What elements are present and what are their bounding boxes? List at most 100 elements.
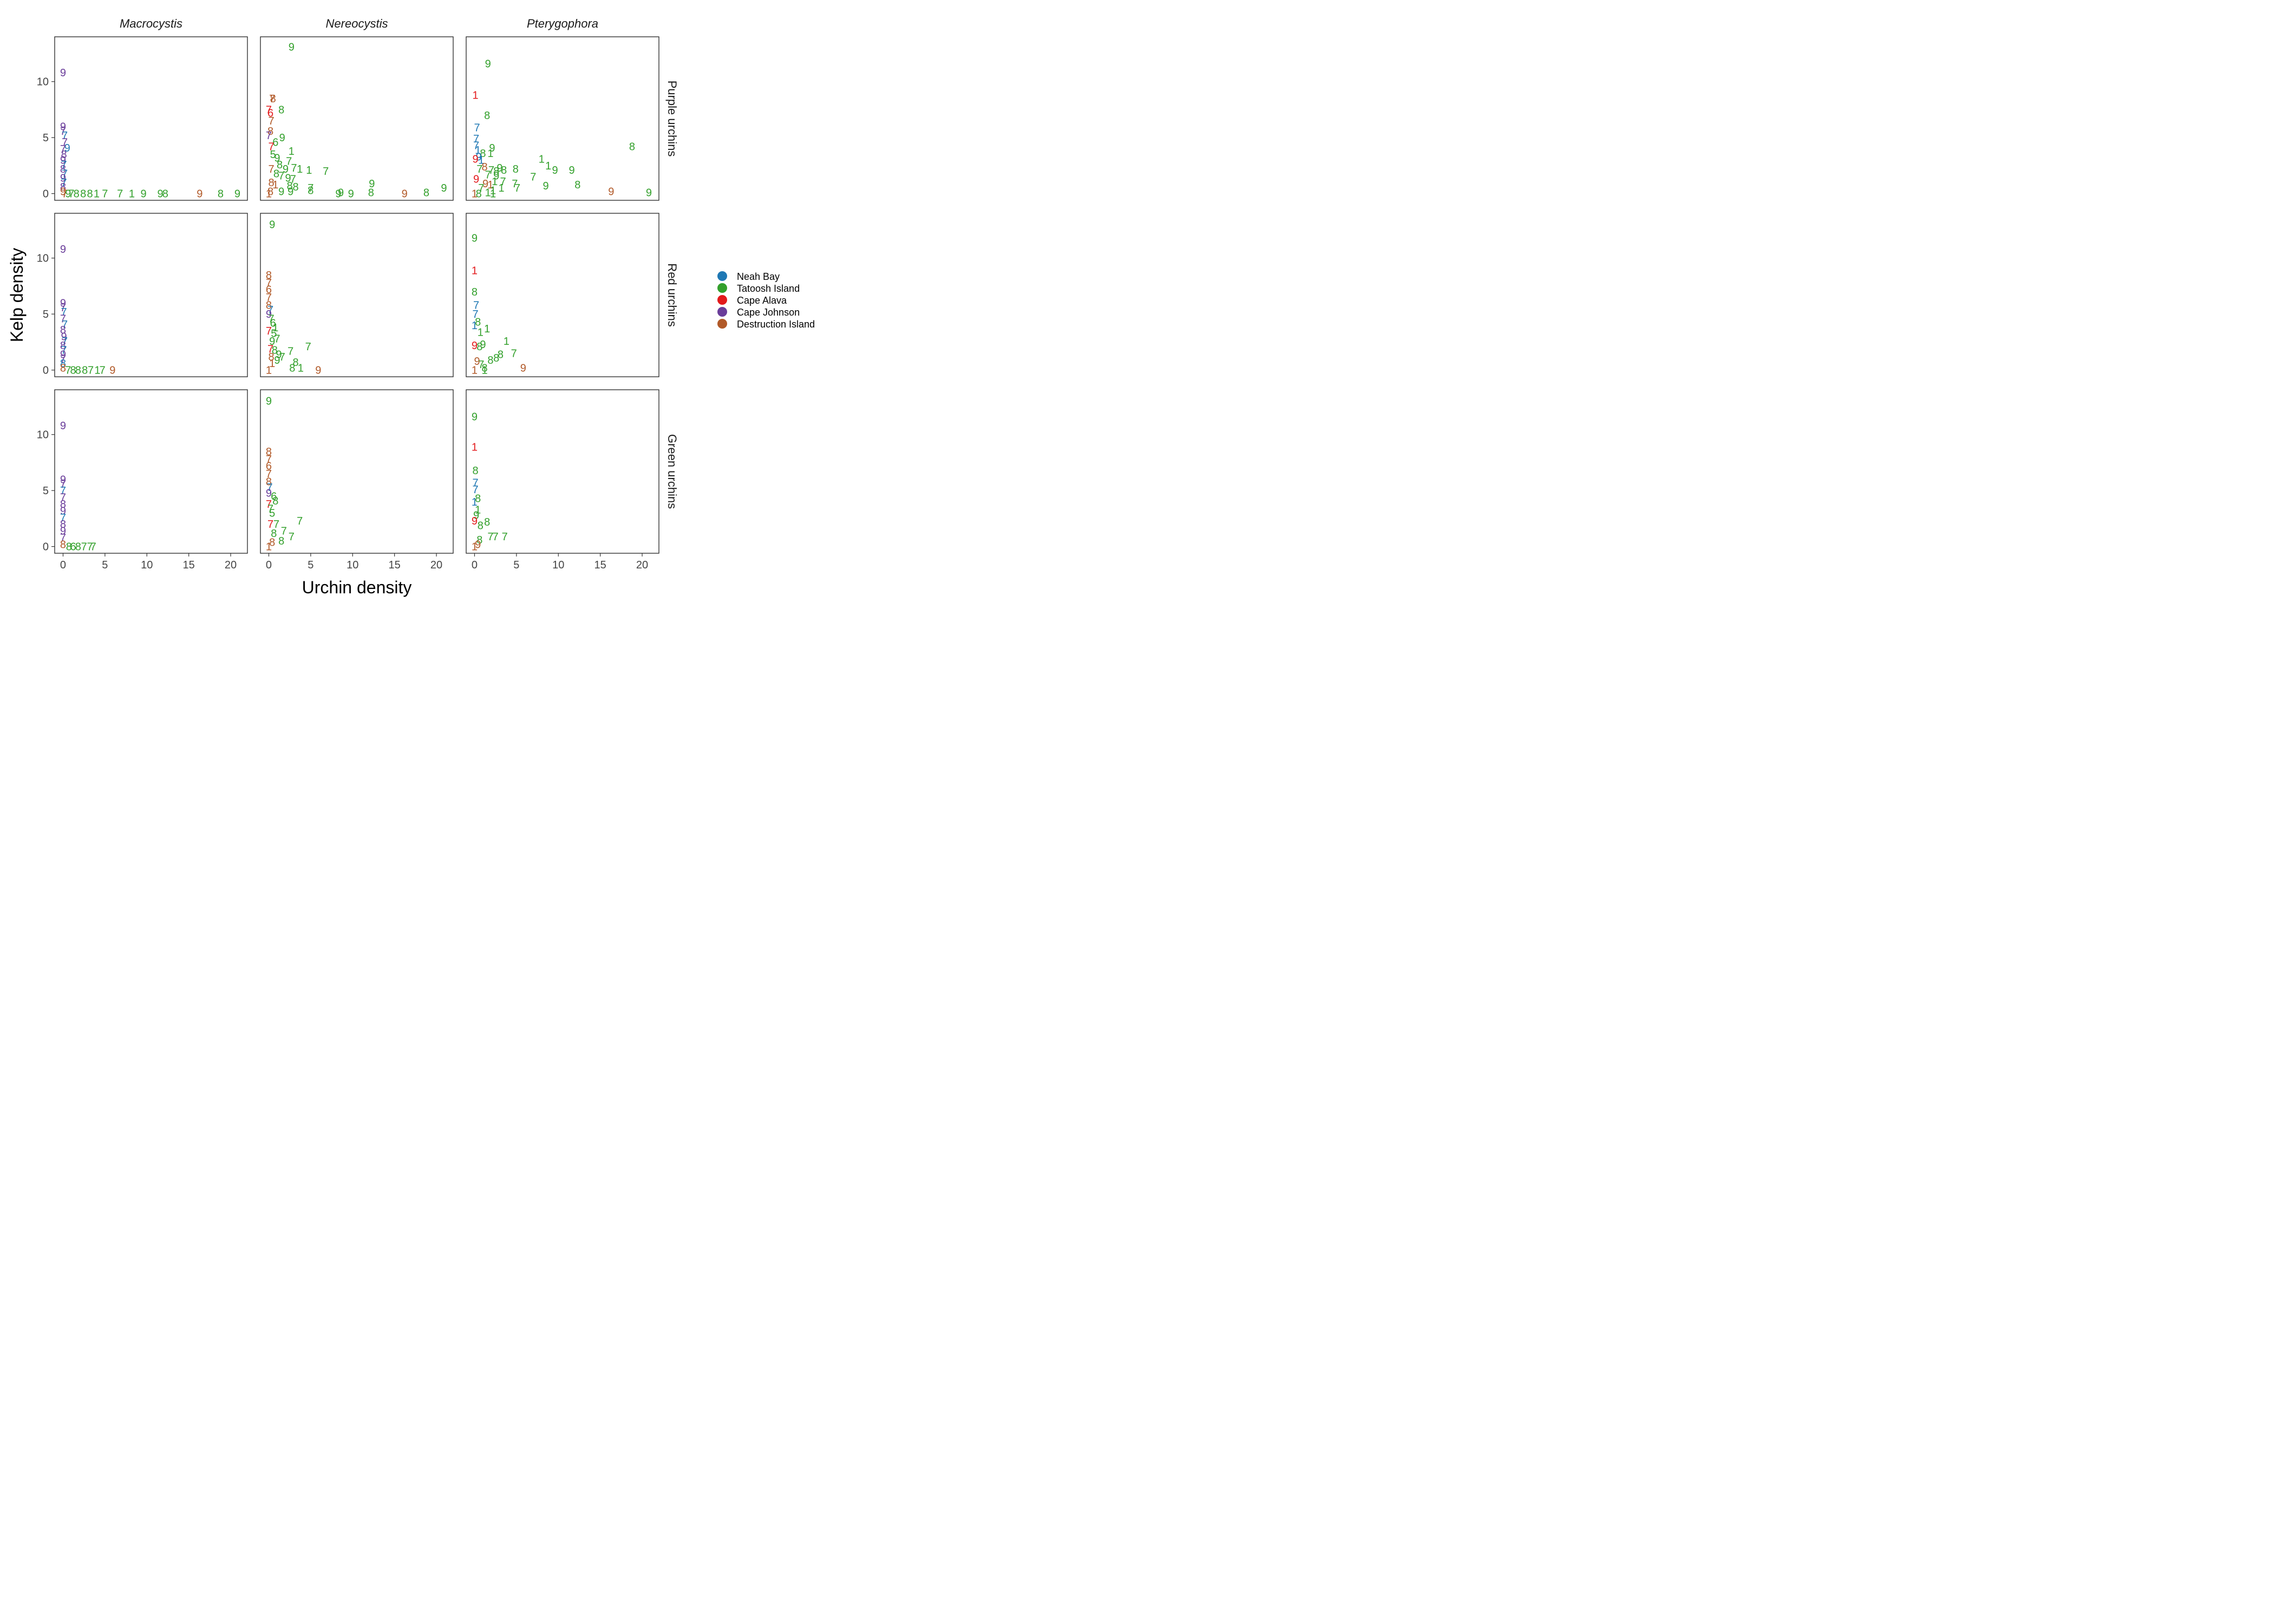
data-point-label: 8	[60, 358, 66, 370]
data-point-label: 7	[289, 531, 295, 543]
data-point-label: 7	[102, 188, 108, 200]
data-point-label: 9	[472, 233, 478, 245]
data-point-label: 8	[70, 365, 76, 377]
data-point-label: 1	[94, 188, 100, 200]
col-facet-label-nereocystis: Nereocystis	[326, 17, 388, 30]
data-point-label: 5	[271, 328, 277, 339]
data-point-label: 7	[473, 140, 479, 152]
data-point-label: 7	[266, 482, 272, 494]
legend-label-cape-alava: Cape Alava	[737, 295, 787, 306]
data-point-label: 6	[70, 541, 76, 553]
data-point-label: 9	[60, 186, 66, 198]
data-point-label: 9	[266, 396, 272, 408]
data-point-label: 7	[100, 365, 106, 377]
data-point-label: 7	[62, 319, 68, 331]
data-point-label: 7	[266, 130, 272, 142]
data-point-label: 7	[474, 122, 480, 134]
data-point-label: 1	[298, 362, 304, 374]
legend-key-cape-alava	[717, 295, 727, 305]
data-point-label: 8	[267, 126, 273, 137]
data-point-label: 1	[472, 541, 478, 553]
data-point-label: 9	[278, 186, 284, 198]
data-point-label: 9	[369, 178, 375, 190]
data-point-label: 7	[473, 133, 479, 145]
data-point-label: 9	[60, 244, 66, 256]
legend-item-neah-bay: Neah Bay	[717, 271, 780, 282]
data-point-label: 9	[480, 339, 486, 351]
data-point-label: 9	[472, 153, 478, 165]
data-point-label: 9	[60, 67, 66, 79]
data-point-label: 1	[472, 365, 478, 377]
data-point-label: 7	[60, 143, 66, 155]
data-point-label: 7	[487, 531, 493, 543]
data-point-label: 9	[269, 219, 275, 231]
data-point-label: 7	[88, 365, 94, 377]
data-point-label: 7	[60, 532, 66, 544]
data-point-label: 8	[60, 163, 66, 175]
data-point-label: 9	[441, 182, 447, 194]
data-point-label: 7	[511, 348, 517, 360]
data-point-label: 7	[61, 177, 67, 189]
data-point-label: 8	[267, 186, 273, 198]
data-point-label: 8	[269, 351, 275, 363]
data-point-label: 8	[272, 495, 278, 507]
data-point-label: 9	[485, 58, 491, 70]
data-point-label: 7	[60, 492, 66, 504]
data-point-label: 9	[474, 356, 480, 368]
data-point-label: 7	[60, 512, 66, 524]
legend-label-destruction-island: Destruction Island	[737, 319, 815, 330]
data-point-label: 7	[478, 359, 484, 371]
data-point-label: 7	[61, 344, 67, 356]
data-point-label: 8	[292, 357, 298, 369]
data-point-label: 1	[269, 358, 275, 370]
data-point-label: 7	[323, 166, 329, 178]
data-point-label: 9	[496, 162, 502, 174]
legend: Neah Bay Tatoosh Island Cape Alava Cape …	[717, 271, 815, 330]
data-point-label: 9	[315, 365, 321, 377]
data-point-label: 1	[492, 176, 498, 188]
data-point-label: 8	[266, 300, 272, 312]
data-point-label: 9	[157, 188, 163, 200]
data-point-label: 7	[65, 365, 71, 377]
data-point-label: 6	[266, 461, 272, 473]
x-axis-title: Urchin density	[302, 578, 412, 597]
data-point-label: 1	[498, 182, 504, 194]
data-point-label: 1	[94, 365, 100, 377]
data-point-label: 8	[266, 270, 272, 281]
data-point-label: 1	[478, 155, 484, 167]
data-point-label: 1	[487, 179, 493, 191]
legend-label-neah-bay: Neah Bay	[737, 271, 780, 282]
data-point-label: 8	[476, 188, 482, 200]
panel-border	[54, 36, 248, 201]
legend-key-cape-johnson	[717, 307, 727, 317]
data-point-label: 9	[60, 420, 66, 432]
data-point-label: 1	[472, 320, 478, 332]
row-facet-label-green-urchins: Green urchins	[665, 434, 679, 509]
data-point-label: 8	[266, 446, 272, 458]
data-point-label: 6	[267, 108, 273, 120]
data-point-label: 7	[68, 188, 74, 200]
data-point-label: 9	[608, 186, 614, 198]
legend-item-cape-alava: Cape Alava	[717, 295, 787, 306]
data-point-label: 7	[269, 93, 275, 105]
data-point-label: 9	[279, 132, 285, 144]
data-point-label: 1	[129, 188, 135, 200]
x-tick-label: 10	[141, 559, 153, 571]
data-point-label: 7	[62, 130, 68, 142]
data-point-label: 7	[60, 126, 66, 137]
data-point-label: 8	[487, 355, 493, 366]
data-point-label: 7	[512, 178, 518, 190]
data-point-label: 8	[218, 188, 224, 200]
data-point-label: 8	[278, 104, 284, 116]
data-point-label: 8	[273, 168, 279, 180]
data-point-label: 7	[287, 345, 293, 357]
y-tick-label: 0	[43, 365, 49, 377]
